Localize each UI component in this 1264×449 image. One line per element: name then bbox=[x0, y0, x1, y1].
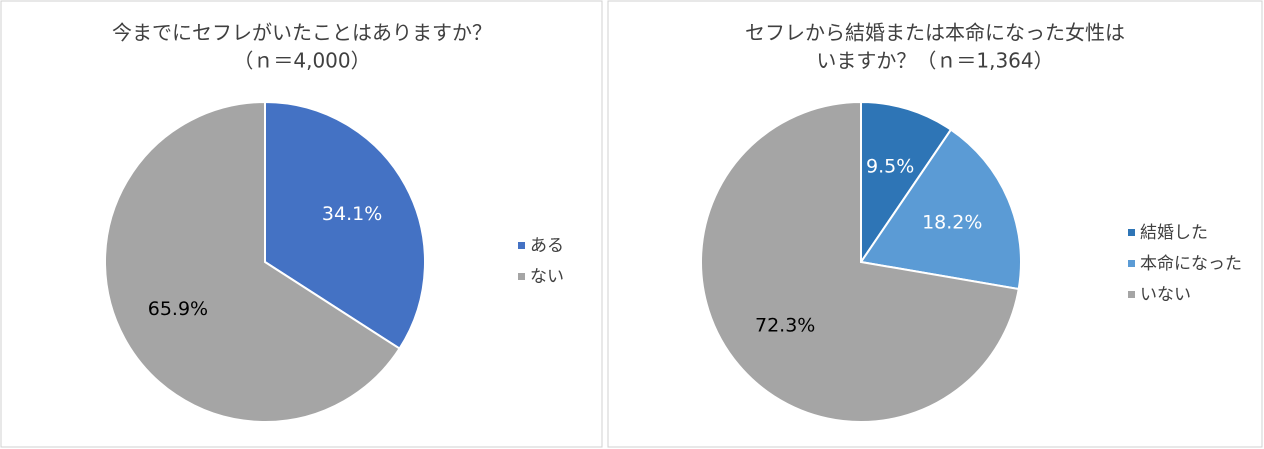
chart-title: セフレから結婚または本命になった女性は bbox=[745, 21, 1125, 45]
legend-marker bbox=[1128, 260, 1135, 267]
legend-label: 本命になった bbox=[1140, 254, 1242, 274]
data-label: 34.1% bbox=[322, 203, 382, 225]
pie-slice bbox=[859, 128, 1022, 291]
legend-label: 結婚した bbox=[1140, 223, 1208, 243]
data-label: 9.5% bbox=[866, 156, 914, 178]
pie-slice bbox=[700, 100, 1020, 423]
legend-label: ある bbox=[530, 236, 564, 256]
data-label: 65.9% bbox=[148, 298, 208, 320]
pie-slice bbox=[104, 100, 401, 423]
data-label: 18.2% bbox=[922, 212, 982, 234]
chart-title: いますか？（ｎ＝1,364） bbox=[816, 49, 1053, 73]
chart-title: 今までにセフレがいたことはありますか？ bbox=[112, 21, 492, 45]
legend-label: ない bbox=[530, 267, 564, 287]
legend-marker bbox=[1128, 229, 1135, 236]
legend-label: いない bbox=[1140, 285, 1191, 305]
legend-marker bbox=[518, 242, 525, 249]
legend-marker bbox=[1128, 291, 1135, 298]
chart-title: （ｎ＝4,000） bbox=[233, 49, 370, 73]
pie-slice bbox=[860, 100, 953, 266]
data-label: 72.3% bbox=[755, 314, 815, 336]
legend-marker bbox=[518, 273, 525, 280]
